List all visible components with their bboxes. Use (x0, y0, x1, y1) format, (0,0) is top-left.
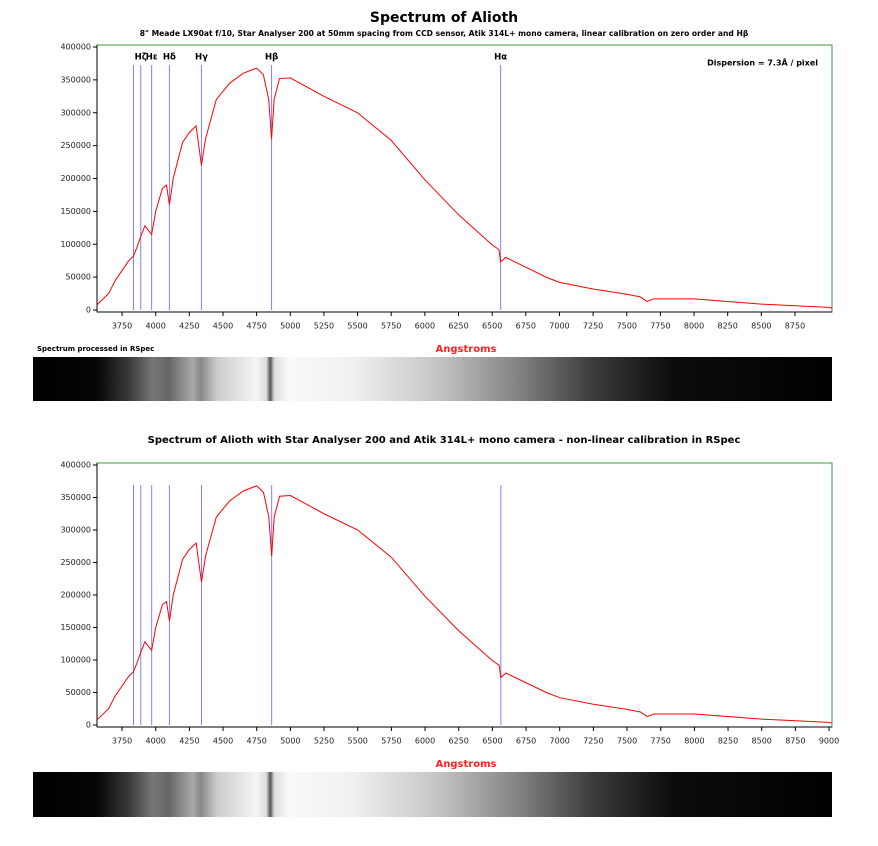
x-tick-label: 7250 (583, 322, 603, 331)
x-tick-label: 9000 (819, 737, 839, 746)
x-tick-label: 8250 (718, 737, 738, 746)
x-tick-label: 8250 (718, 322, 738, 331)
y-tick-label: 100000 (60, 240, 91, 249)
y-tick-label: 0 (86, 721, 91, 730)
x-tick-label: 8750 (785, 737, 805, 746)
x-tick-label: 5500 (347, 322, 367, 331)
plot-frame (96, 44, 833, 313)
y-tick-label: 300000 (60, 108, 91, 117)
x-tick-label: 6500 (482, 737, 502, 746)
plot-frame (96, 462, 833, 728)
x-tick-label: 6250 (448, 322, 468, 331)
chart-title: Spectrum of Alioth (370, 10, 518, 26)
x-tick-label: 4250 (179, 322, 199, 331)
spectrum-line (96, 485, 832, 724)
x-tick-label: 5000 (280, 737, 300, 746)
x-axis-label: Angstroms (436, 759, 497, 770)
y-tick-label: 350000 (60, 75, 91, 84)
x-tick-label: 3750 (112, 322, 132, 331)
y-tick-label: 50000 (66, 273, 91, 282)
x-tick-label: 6500 (482, 322, 502, 331)
x-tick-label: 6250 (449, 737, 469, 746)
annotation: Spectrum processed in RSpec (37, 345, 154, 353)
x-tick-label: 5500 (348, 737, 368, 746)
y-tick-label: 250000 (60, 141, 91, 150)
y-tick-label: 400000 (60, 461, 91, 470)
y-tick-label: 50000 (66, 688, 91, 697)
x-tick-label: 5750 (381, 322, 401, 331)
x-tick-label: 5250 (314, 322, 334, 331)
x-tick-label: 8750 (785, 322, 805, 331)
y-tick-label: 250000 (60, 558, 91, 567)
x-tick-label: 5250 (314, 737, 334, 746)
x-tick-label: 5750 (381, 737, 401, 746)
x-tick-label: 6000 (415, 737, 435, 746)
x-tick-label: 4250 (179, 737, 199, 746)
x-tick-label: 4000 (146, 737, 166, 746)
x-tick-label: 6000 (415, 322, 435, 331)
x-tick-label: 6750 (516, 737, 536, 746)
x-tick-label: 4500 (213, 322, 233, 331)
x-tick-label: 6750 (516, 322, 536, 331)
y-tick-label: 100000 (60, 656, 91, 665)
x-tick-label: 8500 (751, 322, 771, 331)
annotation: Dispersion = 7.3Å / pixel (707, 58, 818, 68)
x-tick-label: 7000 (550, 737, 570, 746)
x-tick-label: 4750 (246, 322, 266, 331)
chart-subtitle: 8" Meade LX90at f/10, Star Analyser 200 … (140, 29, 749, 38)
x-axis-label: Angstroms (436, 344, 497, 355)
line-marker-label: Hζ (135, 53, 147, 63)
y-tick-label: 350000 (60, 493, 91, 502)
y-tick-label: 150000 (60, 623, 91, 632)
x-tick-label: 8500 (752, 737, 772, 746)
line-marker-label: Hα (494, 53, 507, 63)
x-tick-label: 4500 (213, 737, 233, 746)
line-marker-label: Hδ (163, 53, 176, 63)
y-tick-label: 150000 (60, 207, 91, 216)
x-tick-label: 4000 (146, 322, 166, 331)
line-marker-label: Hγ (195, 53, 208, 63)
x-tick-label: 7750 (651, 737, 671, 746)
x-tick-label: 7250 (583, 737, 603, 746)
x-tick-label: 5000 (280, 322, 300, 331)
chart-title: Spectrum of Alioth with Star Analyser 20… (148, 435, 741, 446)
spectrum-strip (33, 772, 832, 817)
x-tick-label: 8000 (684, 322, 704, 331)
y-tick-label: 300000 (60, 526, 91, 535)
x-tick-label: 3750 (112, 737, 132, 746)
y-tick-label: 0 (86, 306, 91, 315)
x-tick-label: 8000 (684, 737, 704, 746)
spectrum-line (96, 67, 833, 309)
line-marker-label: Hε (146, 53, 158, 63)
x-tick-label: 4750 (247, 737, 267, 746)
spectrum-strip (33, 357, 832, 401)
x-tick-label: 7750 (650, 322, 670, 331)
y-tick-label: 200000 (60, 591, 91, 600)
line-marker-label: Hβ (265, 53, 278, 63)
x-tick-label: 7500 (617, 737, 637, 746)
y-tick-label: 200000 (60, 174, 91, 183)
x-tick-label: 7500 (617, 322, 637, 331)
x-tick-label: 7000 (549, 322, 569, 331)
y-tick-label: 400000 (60, 43, 91, 52)
